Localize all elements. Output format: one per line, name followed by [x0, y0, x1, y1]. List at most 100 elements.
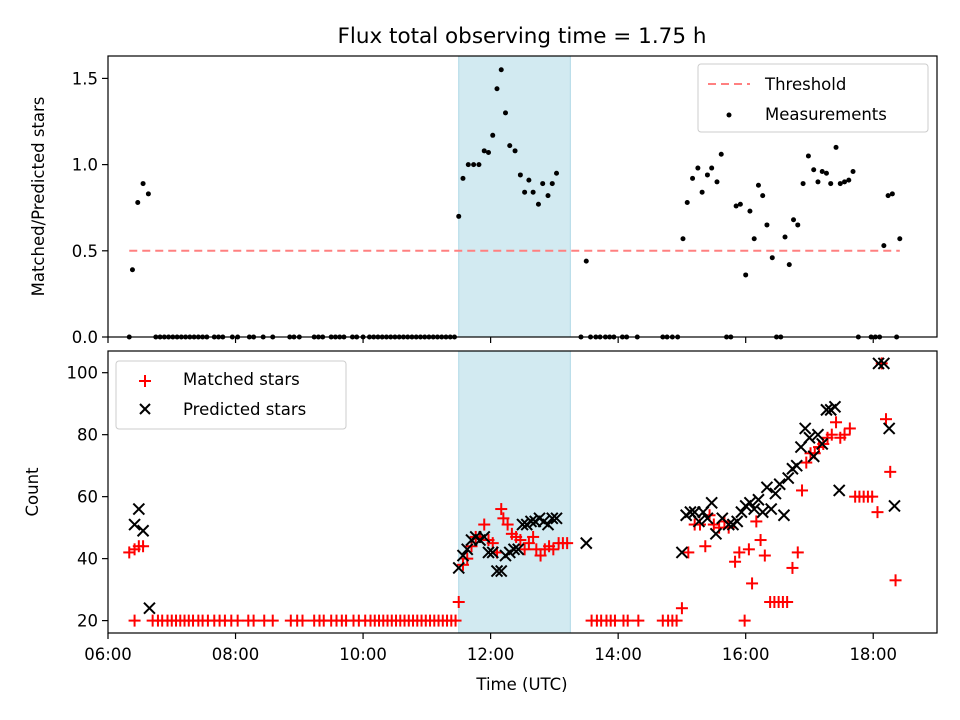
- measurement-point: [769, 255, 775, 261]
- y-tick-label: 40: [77, 550, 98, 569]
- measurement-point: [522, 189, 528, 195]
- predicted-star-point: [730, 515, 744, 528]
- bottom-legend: Matched stars Predicted stars: [115, 360, 347, 430]
- matched-star-point: [729, 555, 742, 568]
- measurement-point: [140, 181, 146, 187]
- predicted-star-point: [524, 515, 538, 528]
- bottom-ylabel: Count: [23, 467, 42, 517]
- matched-star-point: [266, 614, 279, 627]
- predicted-star-point: [777, 509, 791, 522]
- matched-star-point: [838, 428, 851, 441]
- x-tick-label: 16:00: [722, 645, 770, 664]
- predicted-star-point: [820, 403, 833, 417]
- measurement-point: [583, 258, 589, 264]
- matched-star-point: [879, 413, 892, 426]
- matched-star-point: [733, 546, 746, 559]
- measurement-point: [485, 150, 491, 156]
- bottom-xlabel: Time (UTC): [475, 675, 567, 694]
- measurement-point: [842, 179, 848, 185]
- matched-star-point: [675, 602, 688, 615]
- predicted-star-point: [705, 496, 718, 510]
- measurement-point: [800, 181, 806, 187]
- measurement-point: [135, 200, 141, 206]
- predicted-star-point: [516, 518, 529, 531]
- measurement-point: [837, 181, 843, 187]
- matched-star-point: [746, 577, 759, 590]
- predicted-star-point: [461, 543, 474, 556]
- measurement-point: [709, 165, 715, 171]
- matched-star-point: [522, 537, 535, 550]
- measurement-point: [490, 132, 496, 138]
- predicted-star-point: [752, 493, 765, 506]
- top-axes-frame: [107, 55, 938, 338]
- matched-star-point: [738, 614, 751, 627]
- predicted-star-point: [507, 543, 521, 556]
- measurement-point: [815, 179, 821, 185]
- matched-star-point: [449, 614, 462, 627]
- measurement-point: [760, 193, 766, 199]
- predicted-star-point: [456, 549, 470, 562]
- measurement-point: [530, 189, 536, 195]
- matched-star-point: [128, 614, 141, 627]
- matched-star-point: [742, 543, 755, 556]
- predicted-star-point: [132, 502, 146, 516]
- top-legend: Threshold Measurements: [697, 63, 929, 133]
- x-tick-label: 06:00: [84, 645, 132, 664]
- measurement-point: [554, 170, 560, 176]
- predicted-star-point: [872, 357, 885, 370]
- measurement-point: [764, 222, 770, 228]
- predicted-star-point: [482, 546, 495, 559]
- predicted-star-point: [781, 471, 795, 485]
- measurement-point: [526, 177, 532, 183]
- measurement-point: [494, 86, 500, 92]
- measurement-point: [897, 236, 903, 242]
- legend-predicted-swatch: [139, 403, 151, 415]
- matched-star-point: [478, 518, 491, 531]
- matched-star-point: [866, 490, 879, 503]
- matched-star-point: [699, 540, 712, 553]
- measurement-point: [828, 181, 834, 187]
- top-panel: 0.0 0.5 1.0 1.5 Matched/Predicted stars Thr…: [29, 55, 938, 347]
- measurement-point: [704, 172, 710, 178]
- matched-star-point: [547, 543, 560, 556]
- measurement-point: [733, 203, 739, 209]
- measurement-point: [145, 191, 151, 197]
- measurement-point: [517, 172, 523, 178]
- measurement-point: [795, 222, 801, 228]
- x-tick-label: 12:00: [467, 645, 515, 664]
- top-ylabel: Matched/Predicted stars: [29, 97, 48, 297]
- matched-star-point: [514, 534, 527, 547]
- predicted-star-point: [512, 543, 525, 556]
- bottom-panel: 20 40 60 80 100 06:00 08:00 10:00 12:00 14:00 16:…: [23, 350, 938, 694]
- predicted-star-point: [478, 530, 491, 544]
- predicted-star-point: [747, 502, 761, 516]
- matched-star-point: [884, 465, 897, 478]
- matched-star-point: [750, 515, 763, 528]
- measurement-point: [782, 234, 788, 240]
- predicted-star-point: [828, 400, 842, 413]
- legend-measurements-label: Measurements: [765, 105, 887, 124]
- predicted-star-point: [550, 512, 563, 525]
- predicted-star-point: [143, 602, 156, 615]
- y-tick-label: 1.0: [72, 156, 98, 175]
- observing-window-shade: [458, 55, 571, 338]
- predicted-star-point: [709, 527, 723, 541]
- predicted-star-point: [490, 564, 504, 578]
- measurement-point: [456, 213, 462, 219]
- measurement-point: [129, 267, 135, 273]
- y-tick-label: 1.5: [72, 69, 98, 88]
- measurement-point: [699, 189, 705, 195]
- predicted-star-point: [803, 431, 816, 444]
- matched-star-point: [231, 614, 244, 627]
- predicted-star-point: [675, 546, 689, 559]
- measurement-point: [846, 177, 852, 183]
- predicted-star-point: [773, 478, 786, 491]
- matched-star-point: [632, 614, 645, 627]
- measurement-point: [540, 181, 546, 187]
- legend-threshold-label: Threshold: [764, 75, 846, 94]
- measurement-point: [743, 272, 749, 278]
- predicted-star-point: [756, 505, 769, 519]
- measurement-point: [684, 200, 690, 206]
- measurement-point: [471, 162, 477, 168]
- predicted-star-point: [495, 564, 508, 578]
